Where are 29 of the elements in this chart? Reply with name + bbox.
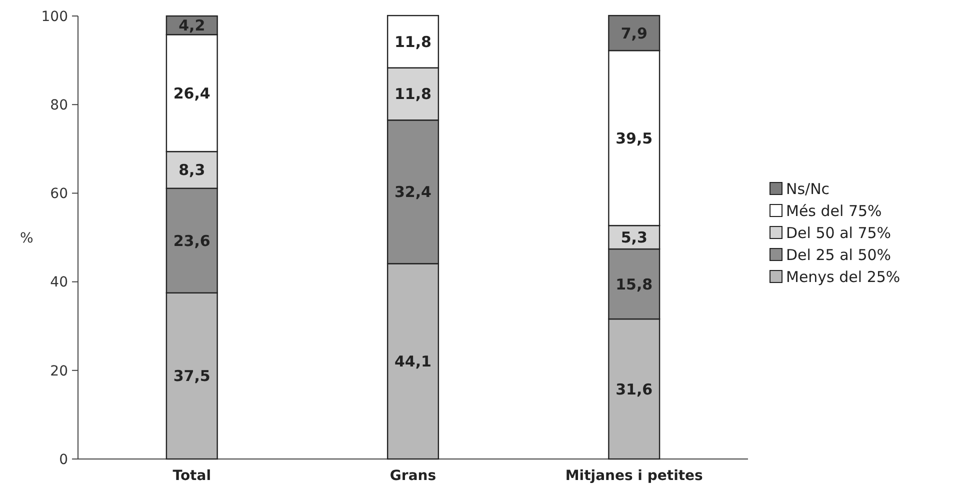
legend-label: Ns/Nc <box>786 180 830 198</box>
data-label: 44,1 <box>394 352 432 371</box>
y-tick-label: 80 <box>50 98 68 114</box>
data-label: 23,6 <box>173 232 210 250</box>
data-label: 8,3 <box>178 161 206 180</box>
data-label: 11,8 <box>394 85 432 104</box>
y-tick-label: 40 <box>50 274 68 291</box>
data-label: 37,5 <box>173 367 210 386</box>
y-tick-label: 0 <box>59 452 68 468</box>
data-label: 32,4 <box>394 183 432 202</box>
y-tick-label: 100 <box>41 8 68 25</box>
data-label: 15,8 <box>616 275 653 294</box>
data-label: 26,4 <box>173 84 210 102</box>
y-tick-label: 60 <box>50 186 68 202</box>
data-label: 31,6 <box>616 380 653 398</box>
data-label: 7,9 <box>620 24 648 42</box>
y-tick-label: 20 <box>50 363 68 380</box>
data-label: 5,3 <box>620 228 648 247</box>
x-tick-label: Grans <box>390 468 436 484</box>
data-label: 4,2 <box>178 16 206 35</box>
x-tick-label: Total <box>172 468 212 484</box>
legend-label: Del 25 al 50% <box>786 246 892 264</box>
legend-label: Menys del 25% <box>786 268 900 286</box>
data-label: 39,5 <box>616 129 653 148</box>
data-label: 11,8 <box>394 32 432 51</box>
legend-label: Més del 75% <box>786 202 882 220</box>
y-axis-title: % <box>20 230 34 246</box>
legend-label: Del 50 al 75% <box>786 224 892 242</box>
x-tick-label: Mitjanes i petites <box>565 468 703 484</box>
